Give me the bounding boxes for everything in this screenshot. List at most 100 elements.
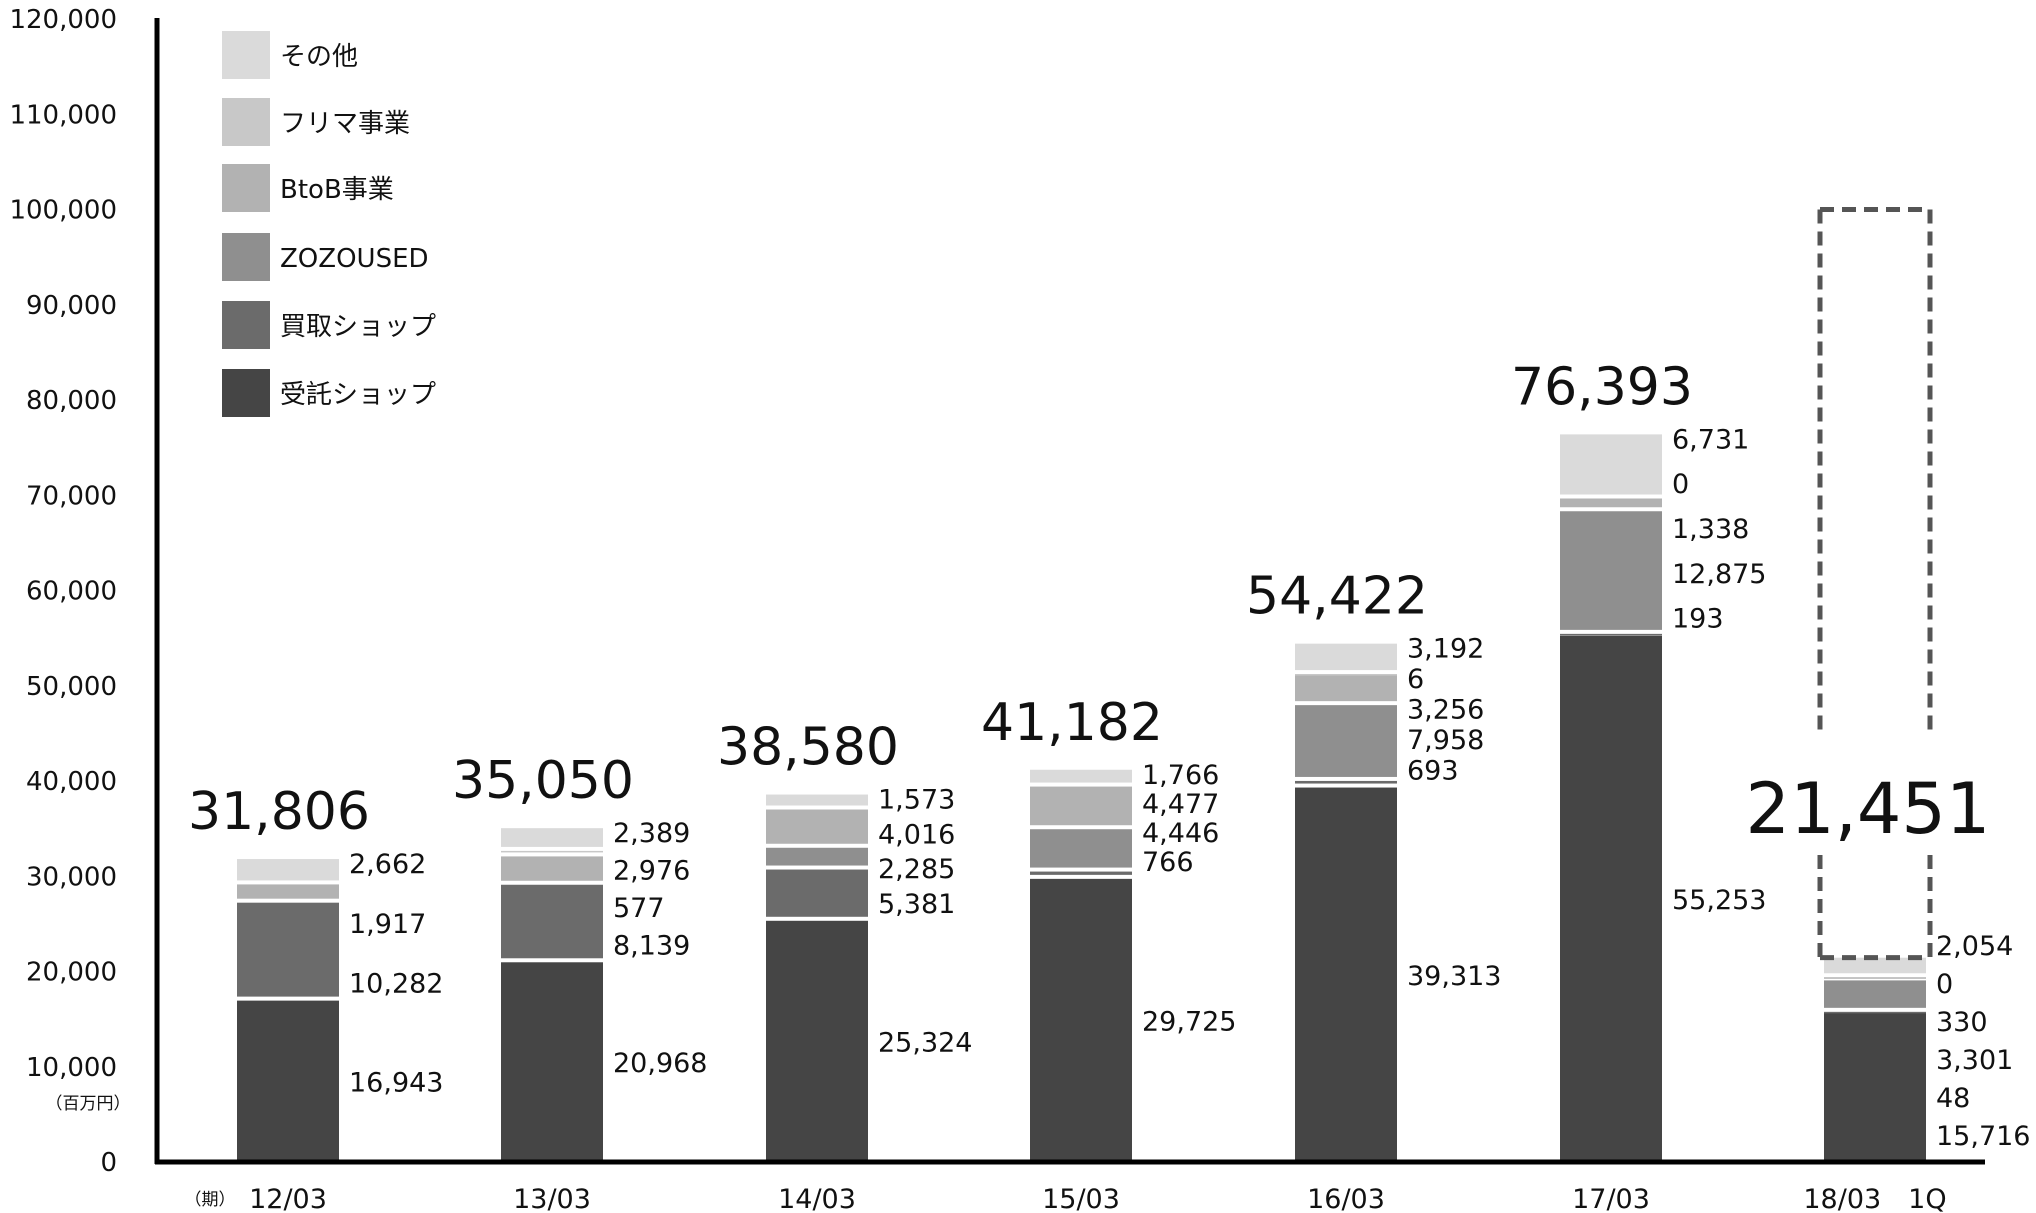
legend-item: 受託ショップ (222, 369, 436, 417)
total-value-label: 41,182 (981, 693, 1163, 753)
bar-segment (766, 847, 868, 866)
segment-value-label: 193 (1672, 604, 1724, 635)
segment-value-label: 577 (613, 893, 665, 924)
segment-value-label: 1,766 (1142, 760, 1219, 791)
x-tick-label: 16/03 (1307, 1184, 1385, 1213)
x-tick-label: 12/03 (249, 1184, 327, 1213)
segment-value-label: 4,477 (1142, 789, 1219, 820)
y-tick-label: 80,000 (26, 386, 117, 416)
bar-segment (1030, 769, 1132, 783)
y-tick-label: 50,000 (26, 672, 117, 702)
bar-segment (1295, 674, 1397, 702)
y-tick-label: 100,000 (9, 196, 117, 226)
legend-label: フリマ事業 (280, 109, 410, 139)
segment-value-label: 4,016 (878, 819, 955, 850)
segment-value-label: 693 (1407, 756, 1459, 787)
legend-swatch (222, 301, 270, 349)
bar-segment (1824, 1012, 1926, 1162)
total-value-label: 54,422 (1246, 567, 1428, 627)
bar-segment (1295, 780, 1397, 784)
segment-value-label: 2,976 (613, 856, 690, 887)
segment-value-label: 1,338 (1672, 514, 1749, 545)
bar-segment (237, 1000, 339, 1162)
y-tick-label: 120,000 (9, 5, 117, 35)
segment-value-label: 15,716 (1936, 1121, 2030, 1152)
segment-value-label: 29,725 (1142, 1006, 1236, 1037)
y-tick-label: 90,000 (26, 291, 117, 321)
segment-value-label: 2,662 (349, 849, 426, 880)
bar-segment (1560, 498, 1662, 508)
legend-swatch (222, 31, 270, 79)
x-tick-label: 14/03 (778, 1184, 856, 1213)
bar-segment (1824, 977, 1926, 979)
y-tick-label: 0 (100, 1148, 117, 1178)
y-tick-label: 10,000 (26, 1053, 117, 1083)
legend-label: 受託ショップ (280, 380, 436, 410)
bar-segment (1030, 829, 1132, 868)
segment-value-label: 16,943 (349, 1067, 443, 1098)
segment-value-label: 1,573 (878, 785, 955, 816)
legend-item: 買取ショップ (222, 301, 436, 349)
segment-value-label: 39,313 (1407, 961, 1501, 992)
bar-segment (766, 869, 868, 917)
bar-segment (1824, 980, 1926, 1008)
bar-segment (1295, 643, 1397, 671)
y-tick-label: 30,000 (26, 862, 117, 892)
total-value-label: 38,580 (717, 718, 899, 778)
legend-label: BtoB事業 (280, 175, 394, 205)
legend-label: 買取ショップ (280, 312, 436, 342)
segment-value-label: 1,917 (349, 909, 426, 940)
projection-box (1817, 207, 1933, 961)
bar-segment (237, 902, 339, 997)
bar-segment (1030, 786, 1132, 826)
bars (237, 434, 1926, 1162)
bar-segment (501, 962, 603, 1162)
y-tick-label: 60,000 (26, 577, 117, 607)
segment-value-label: 5,381 (878, 889, 955, 920)
total-value-label: 76,393 (1511, 357, 1693, 417)
segment-value-label: 6,731 (1672, 424, 1749, 455)
y-tick-label: 20,000 (26, 958, 117, 988)
y-tick-label: 40,000 (26, 767, 117, 797)
bar-segment (501, 884, 603, 959)
legend-label: ZOZOUSED (280, 244, 429, 274)
bar-segment (1295, 705, 1397, 777)
bar-segment (766, 920, 868, 1162)
bar-segment (1295, 787, 1397, 1162)
x-tick-label: 18/03 1Q (1803, 1184, 1946, 1213)
total-labels: 31,806 35,050 38,580 41,182 54,422 76,393 21,4… (188, 357, 1990, 850)
bar-segment (1560, 635, 1662, 1162)
segment-value-label: 0 (1936, 969, 1953, 1000)
bar-segment (501, 828, 603, 847)
segment-labels: 16,943 10,282 1,917 2,662 20,968 8,139 577 2,97… (349, 424, 2030, 1152)
bar-segment (766, 809, 868, 844)
bar-segment (501, 856, 603, 881)
y-tick-label: 110,000 (9, 100, 117, 130)
legend-label: その他 (280, 42, 358, 72)
total-value-label: 31,806 (188, 782, 370, 842)
segment-value-label: 4,446 (1142, 818, 1219, 849)
legend-item: BtoB事業 (222, 164, 394, 212)
bar-segment (1560, 511, 1662, 630)
bar-segment (1560, 633, 1662, 636)
segment-value-label: 6 (1407, 664, 1424, 695)
x-tick-label: 17/03 (1572, 1184, 1650, 1213)
legend-item: フリマ事業 (222, 98, 410, 146)
segment-value-label: 48 (1936, 1083, 1970, 1114)
bar-segment (1030, 871, 1132, 875)
bar-segment (1030, 878, 1132, 1162)
segment-value-label: 3,256 (1407, 695, 1484, 726)
total-value-label: 21,451 (1746, 768, 1991, 850)
segment-value-label: 3,192 (1407, 634, 1484, 665)
segment-value-label: 2,389 (613, 818, 690, 849)
legend-swatch (222, 369, 270, 417)
bar-segment (237, 884, 339, 899)
segment-value-label: 330 (1936, 1007, 1988, 1038)
segment-value-label: 12,875 (1672, 559, 1766, 590)
x-unit-label: （期） (185, 1190, 236, 1210)
total-value-label: 35,050 (452, 751, 634, 811)
bar-segment (501, 850, 603, 853)
segment-value-label: 25,324 (878, 1027, 972, 1058)
